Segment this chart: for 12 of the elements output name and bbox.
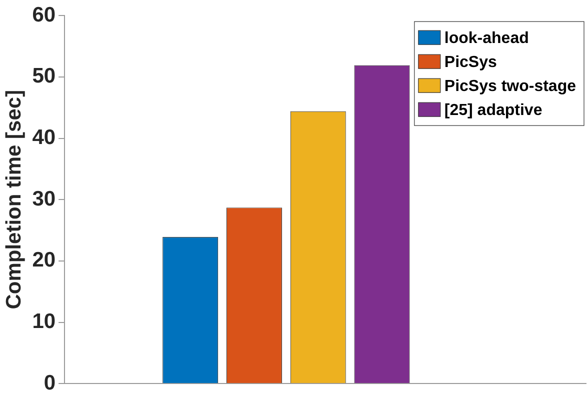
y-tick-label: 0	[44, 371, 56, 394]
y-tick-label: 50	[32, 64, 56, 88]
y-tick-label: 60	[32, 3, 56, 26]
y-tick-label: 30	[32, 187, 56, 210]
legend-label: look-ahead	[444, 30, 529, 48]
legend-label: [25] adaptive	[444, 102, 542, 120]
y-tick-label: 10	[32, 310, 56, 334]
y-tick-label: 20	[32, 248, 56, 272]
legend-label: PicSys	[444, 54, 497, 72]
legend-label: PicSys two-stage	[444, 78, 576, 96]
y-axis-title: Completion time [sec]	[2, 90, 26, 310]
y-tick-label: 40	[32, 126, 56, 150]
